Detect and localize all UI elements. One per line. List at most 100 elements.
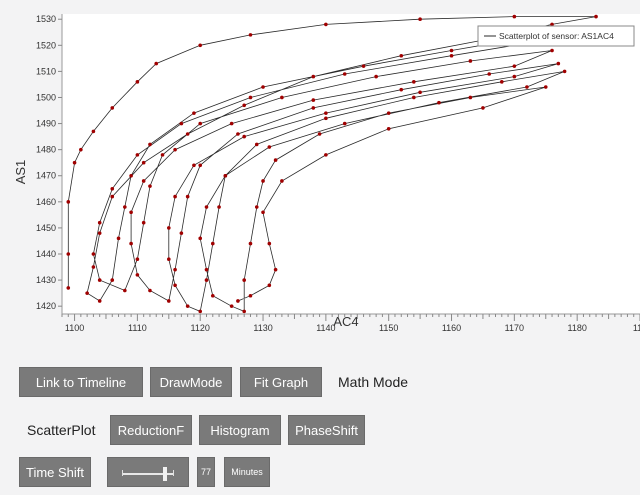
time-shift-slider[interactable] [107,457,189,487]
data-point [173,194,177,199]
data-point [185,194,190,199]
data-point [192,111,196,115]
data-point [412,95,416,100]
legend-box [477,25,635,47]
data-point [179,121,184,126]
data-point [185,132,190,136]
x-tick-label: 1100 [65,323,84,333]
phase-shift-button[interactable]: PhaseShift [288,415,365,445]
histogram-button[interactable]: Histogram [199,415,281,445]
slider-tick-left [122,470,123,476]
y-tick-label: 1480 [36,145,56,155]
data-point [311,74,316,79]
data-point [217,205,221,209]
draw-mode-button[interactable]: DrawMode [150,367,232,397]
data-point [512,14,517,19]
data-point [242,278,246,282]
y-tick-label: 1430 [36,275,56,285]
data-point [273,158,278,162]
data-point [418,17,422,22]
data-point [66,286,71,290]
data-point [550,48,554,53]
data-point [594,14,598,19]
data-point [242,103,246,108]
y-tick-label: 1530 [36,14,56,24]
data-point [135,257,140,262]
data-point [141,179,146,183]
data-point [198,163,203,168]
x-tick-label: 119 [633,323,640,333]
data-point [386,126,391,131]
x-tick-label: 1170 [505,323,524,333]
data-point [179,231,184,235]
data-point [192,163,196,168]
y-tick-label: 1510 [36,66,56,76]
shift-value-field[interactable]: 77 [197,457,215,487]
data-point [223,173,228,178]
data-point [324,153,328,157]
data-point [97,278,102,282]
fit-graph-button[interactable]: Fit Graph [240,367,322,397]
y-tick-label: 1450 [36,223,56,233]
data-point [449,53,454,58]
data-point [167,226,171,230]
data-point [267,283,272,288]
scatterplot-label: ScatterPlot [27,422,96,438]
reduction-button[interactable]: ReductionF [110,415,192,445]
data-point [72,160,77,165]
series-line [67,16,597,312]
legend: Scatterplot of sensor: AS1AC4 [477,25,635,47]
data-point [91,129,96,134]
data-point [160,153,165,157]
data-point [148,288,152,293]
data-point [418,90,422,95]
x-tick-label: 1180 [567,323,586,333]
data-point [229,304,234,308]
y-axis-ticks: 1420 1430 1440 1450 1460 1470 1480 1490 1500 1510… [36,14,62,311]
data-point [412,80,416,84]
data-point [261,179,265,183]
data-point [254,205,259,209]
data-point [324,22,328,27]
data-point [280,95,284,100]
data-point [449,48,454,53]
slider-thumb[interactable] [163,467,168,481]
data-point [148,142,152,147]
data-point [342,121,347,126]
data-point [499,80,504,84]
data-point [399,53,404,58]
data-point [273,267,278,272]
data-point [129,173,133,178]
data-point [487,72,492,76]
data-point [198,236,203,241]
y-tick-label: 1460 [36,197,56,207]
series-lines [67,16,597,312]
time-shift-button[interactable]: Time Shift [19,457,91,487]
data-point [317,132,322,136]
y-tick-label: 1490 [36,119,56,129]
data-point [110,186,115,191]
data-point [386,111,391,115]
data-point [173,283,177,288]
data-point [66,252,71,256]
data-point [154,61,159,66]
x-tick-label: 1140 [316,323,335,333]
data-point [229,121,234,126]
data-point [135,80,140,84]
data-point [185,304,190,308]
minutes-unit-label: Minutes [224,457,270,487]
data-point [556,61,561,66]
data-point [97,231,102,235]
link-to-timeline-button[interactable]: Link to Timeline [19,367,143,397]
data-point [311,98,316,102]
data-point [267,241,272,246]
data-point [210,293,215,298]
data-point [66,200,71,204]
data-point [468,59,473,63]
scatter-plot[interactable]: 1420 1430 1440 1450 1460 1470 1480 1490 1500 1510… [0,0,640,350]
data-point [198,43,203,48]
y-tick-label: 1500 [36,92,56,102]
slider-tick-right [173,470,174,476]
x-tick-label: 1150 [379,323,398,333]
data-point [204,205,209,209]
